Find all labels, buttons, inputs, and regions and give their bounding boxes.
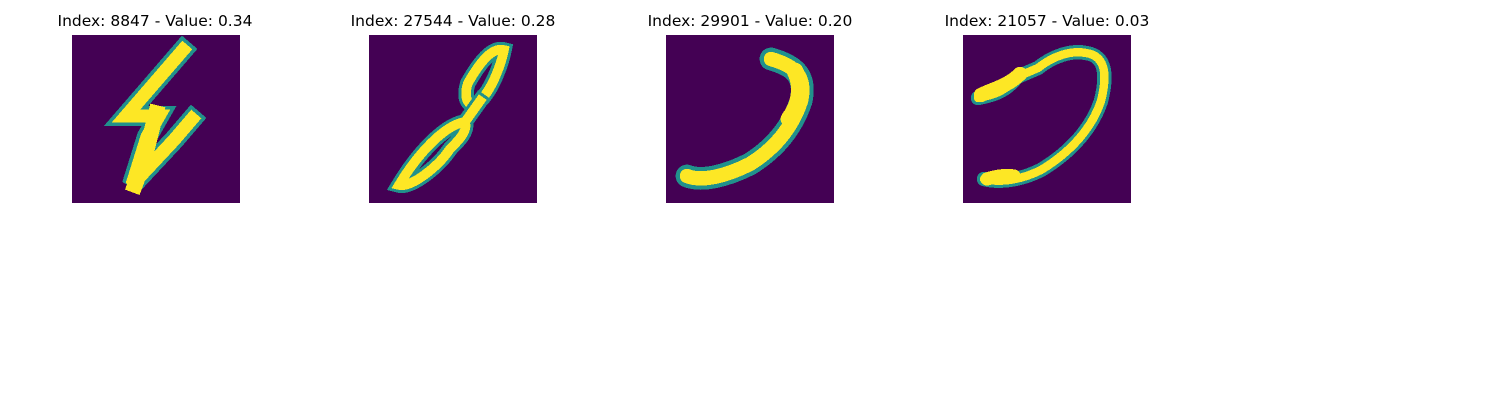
digit-image — [72, 35, 240, 203]
digit-stroke — [675, 47, 814, 190]
panel-title: Index: 21057 - Value: 0.03 — [944, 12, 1150, 30]
digit-image — [369, 35, 537, 203]
digit-stroke — [386, 41, 514, 193]
digit-stroke — [970, 45, 1112, 188]
digit-image — [666, 35, 834, 203]
digit-image — [963, 35, 1131, 203]
panel-title: Index: 8847 - Value: 0.34 — [57, 12, 253, 30]
sample-panel-3: Index: 29901 - Value: 0.20 — [600, 0, 900, 210]
panel-title: Index: 27544 - Value: 0.28 — [350, 12, 556, 30]
sample-panel-1: Index: 8847 - Value: 0.34 — [5, 0, 305, 210]
panel-title: Index: 29901 - Value: 0.20 — [647, 12, 853, 30]
sample-panel-4: Index: 21057 - Value: 0.03 — [897, 0, 1197, 210]
digit-stroke — [103, 35, 207, 196]
sample-panel-2: Index: 27544 - Value: 0.28 — [303, 0, 603, 210]
